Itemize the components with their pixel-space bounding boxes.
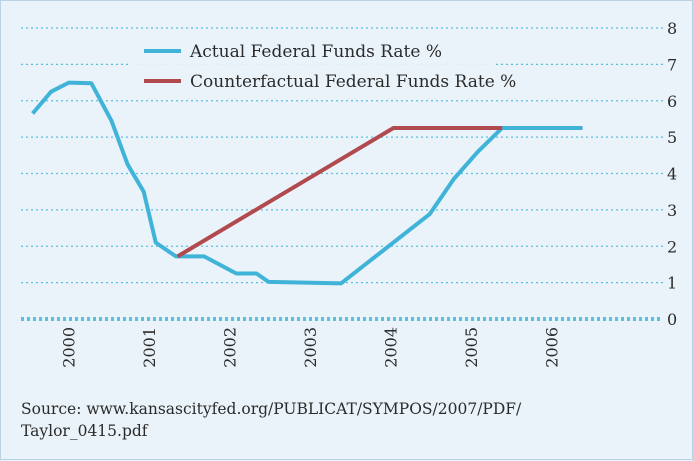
legend-label-counterfactual: Counterfactual Federal Funds Rate % [190,72,516,92]
x-tick-label: 2003 [301,327,320,368]
source-note: Source: www.kansascityfed.org/PUBLICAT/S… [21,398,681,442]
y-tick-label: 7 [667,55,677,74]
x-tick-label: 2005 [462,327,481,368]
y-tick-label: 0 [667,310,677,329]
x-tick-label: 2002 [221,327,240,368]
series-line-counterfactual [176,126,503,259]
x-tick-label: 2006 [543,327,562,368]
legend: Actual Federal Funds Rate % Counterfactu… [131,34,516,98]
y-tick-label: 1 [667,274,677,293]
legend-box [131,34,493,98]
y-axis-ticks: 0 1 2 3 4 5 6 7 8 [667,19,677,329]
legend-label-actual: Actual Federal Funds Rate % [189,42,442,62]
x-tick-label: 2004 [382,327,401,368]
x-tick-label: 2001 [140,327,159,368]
source-line-1: Source: www.kansascityfed.org/PUBLICAT/S… [21,400,522,418]
y-tick-label: 3 [667,201,677,220]
y-tick-label: 8 [667,19,677,38]
y-tick-label: 2 [667,237,677,256]
y-tick-label: 4 [667,165,677,184]
x-axis-ticks: 2000 2001 2002 2003 2004 2005 2006 [59,327,561,368]
source-line-2: Taylor_0415.pdf [21,422,148,440]
series-lines [31,80,583,286]
series-line-actual [31,80,583,286]
y-tick-label: 6 [667,92,677,111]
x-tick-label: 2000 [59,327,78,368]
y-tick-label: 5 [667,128,677,147]
